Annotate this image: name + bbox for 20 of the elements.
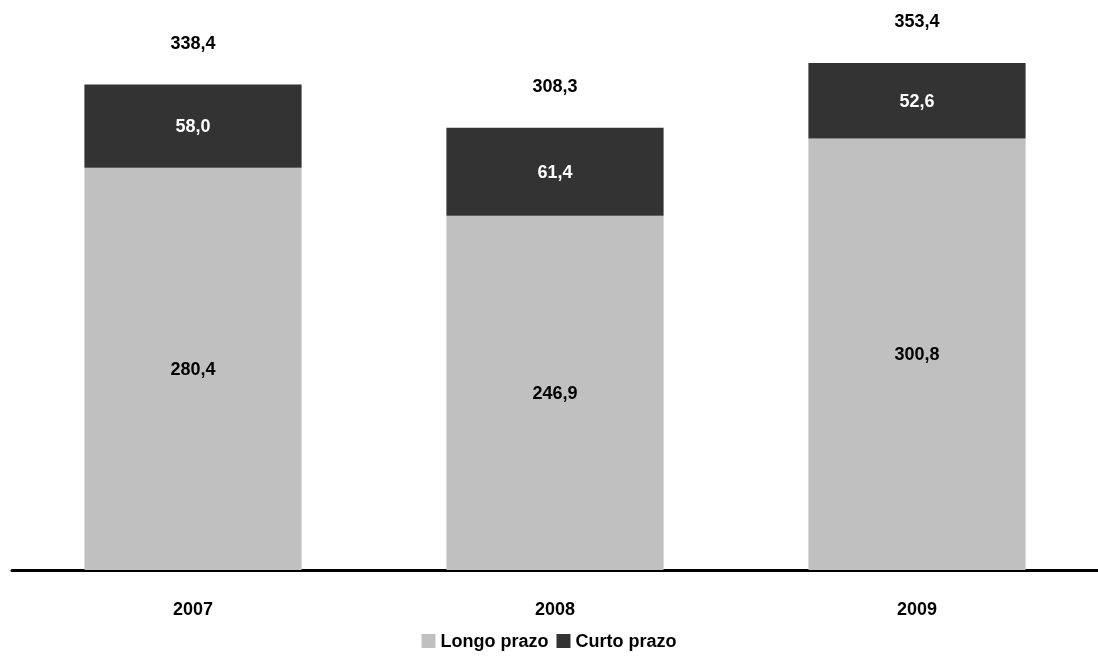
data-label: 52,6 (899, 90, 935, 111)
bar (84, 167, 302, 570)
bar (84, 84, 302, 168)
data-label: 280,4 (170, 358, 216, 379)
bar (808, 138, 1026, 570)
data-label: 300,8 (894, 344, 940, 365)
legend-label: Curto prazo (575, 631, 677, 651)
total-label: 308,3 (532, 75, 578, 96)
data-label: 246,9 (532, 382, 578, 403)
data-label: 58,0 (175, 116, 211, 137)
legend-label: Longo prazo (440, 631, 549, 651)
bar (446, 215, 664, 570)
x-tick-label: 2009 (896, 599, 938, 619)
x-tick-label: 2007 (172, 599, 214, 619)
total-label: 338,4 (170, 32, 216, 53)
total-label: 353,4 (894, 11, 940, 31)
data-label: 61,4 (537, 161, 573, 182)
x-tick-label: 2008 (534, 599, 576, 619)
bar (446, 127, 664, 216)
bar (808, 63, 1026, 139)
